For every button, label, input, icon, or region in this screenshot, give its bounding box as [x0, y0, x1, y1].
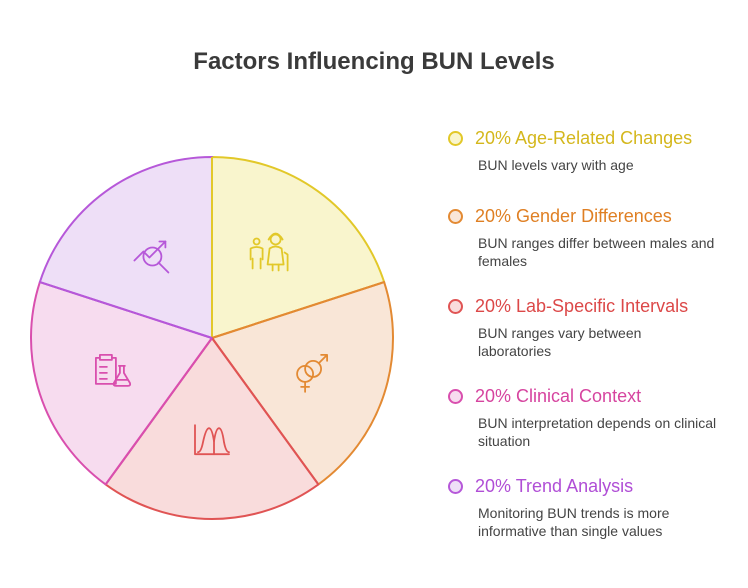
legend-dot-icon: [448, 130, 463, 146]
pie-slice-age-related-changes: [211, 156, 386, 339]
legend-item-gender: 20% Gender Differences BUN ranges differ…: [448, 204, 738, 270]
pie-slice-gender-differences: [211, 281, 394, 486]
pie-slice-lab-specific-intervals: [104, 337, 320, 520]
legend-description: BUN levels vary with age: [478, 157, 634, 173]
legend-description: Monitoring BUN trends is more informativ…: [478, 505, 670, 539]
legend-description: BUN ranges vary between laboratories: [478, 325, 642, 359]
legend-dot-icon: [448, 388, 463, 404]
trend-magnifier-icon: [133, 240, 170, 274]
slice-divider: [104, 337, 213, 486]
legend-description: BUN interpretation depends on clinical s…: [478, 415, 717, 449]
legend-title: 20% Age-Related Changes: [475, 127, 693, 148]
legend-item-trend: 20% Trend Analysis Monitoring BUN trends…: [448, 474, 738, 540]
legend-title: 20% Trend Analysis: [475, 475, 634, 496]
pie-slice-trend-analysis: [38, 156, 213, 339]
legend-dot-icon: [448, 208, 463, 224]
slice-divider: [211, 337, 320, 486]
pie-slice-clinical-context: [30, 281, 213, 486]
legend-description: BUN ranges differ between males and fema…: [478, 235, 715, 269]
chart-title: Factors Influencing BUN Levels: [193, 48, 555, 75]
legend-title: 20% Gender Differences: [475, 205, 672, 226]
legend-title: 20% Clinical Context: [475, 385, 642, 406]
legend-item-age: 20% Age-Related Changes BUN levels vary …: [448, 126, 738, 174]
clipboard-flask-icon: [95, 353, 132, 387]
legend-title: 20% Lab-Specific Intervals: [475, 295, 689, 316]
elderly-family-icon: [249, 232, 289, 272]
legend-item-lab: 20% Lab-Specific Intervals BUN ranges va…: [448, 294, 738, 360]
legend-dot-icon: [448, 298, 463, 314]
gender-symbols-icon: [296, 353, 329, 393]
distribution-curve-icon: [194, 424, 230, 456]
slice-divider: [211, 281, 385, 339]
legend-dot-icon: [448, 478, 463, 494]
legend-item-clinical: 20% Clinical Context BUN interpretation …: [448, 384, 738, 450]
slice-divider: [39, 281, 213, 339]
